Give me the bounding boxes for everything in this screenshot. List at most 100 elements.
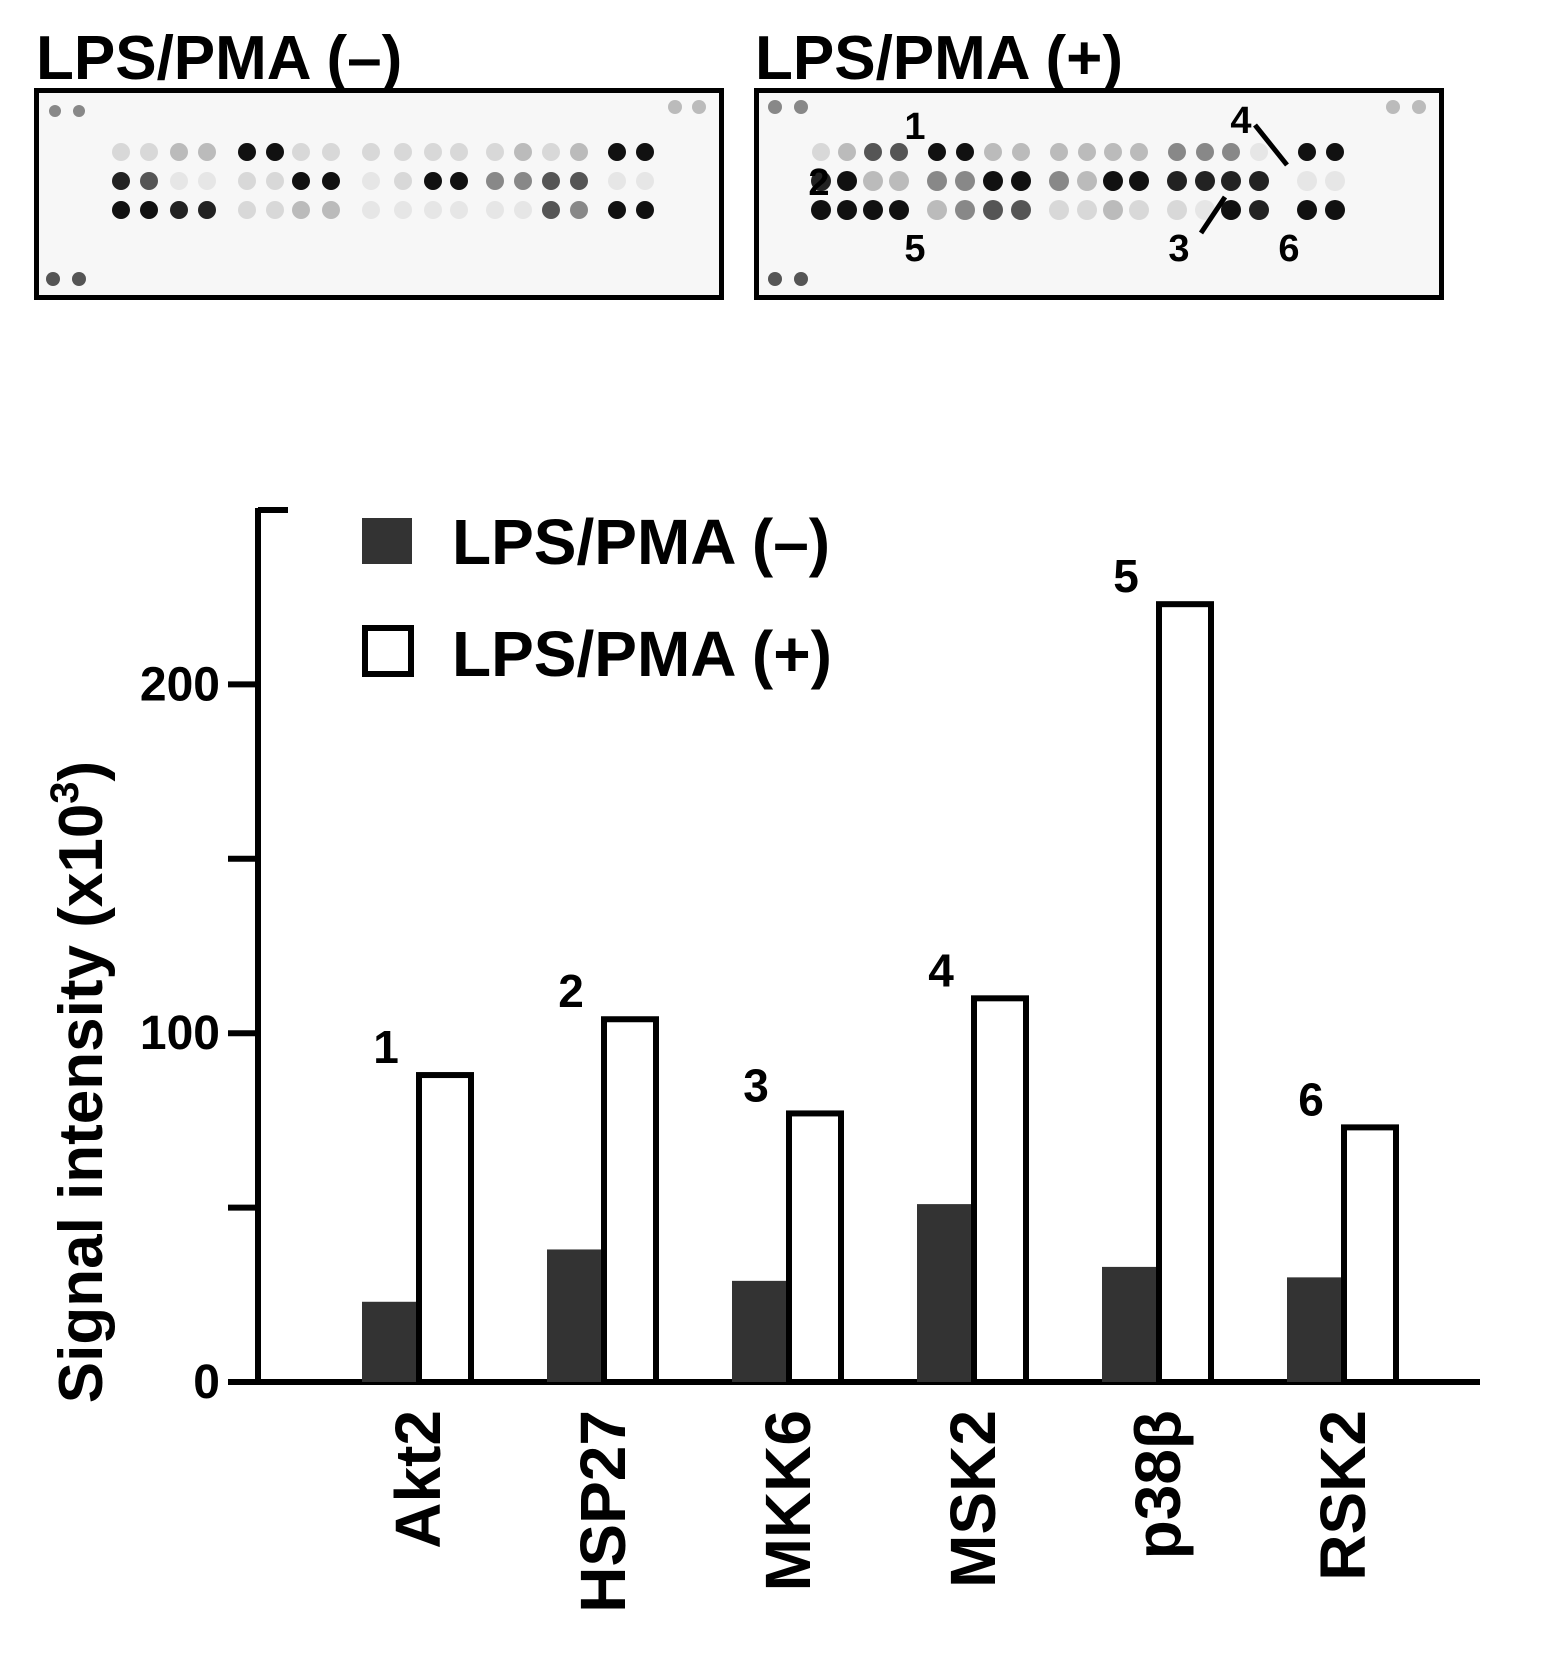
blot-dots-right: 1 2 3 4 5 6 bbox=[768, 100, 1426, 286]
blot-spot bbox=[1077, 171, 1097, 191]
blot-spot bbox=[1297, 171, 1317, 191]
blot-spot bbox=[362, 143, 380, 161]
blot-spot bbox=[198, 201, 216, 219]
blot-spot bbox=[49, 105, 61, 117]
blot-spot bbox=[928, 143, 946, 161]
blot-spot bbox=[424, 201, 442, 219]
blot-spot bbox=[140, 172, 158, 190]
bar-lps-pma-minus bbox=[732, 1280, 786, 1382]
blot-spot bbox=[984, 143, 1002, 161]
blot-spot bbox=[1103, 171, 1123, 191]
blot-spot bbox=[1167, 200, 1187, 220]
x-category-label: MKK6 bbox=[752, 1410, 824, 1591]
blot-spot bbox=[266, 172, 284, 190]
blot-spot bbox=[140, 143, 158, 161]
blot-title-right: LPS/PMA (+) bbox=[755, 24, 1124, 93]
blot-spot bbox=[450, 172, 468, 190]
x-category-label: RSK2 bbox=[1307, 1410, 1379, 1581]
y-axis-label: Signal intensity (x103) bbox=[43, 761, 116, 1403]
blot-spot bbox=[238, 143, 256, 161]
blot-spot bbox=[608, 201, 626, 219]
bar-number-label: 6 bbox=[1298, 1073, 1324, 1125]
blot-spot bbox=[266, 143, 284, 161]
blot-spot bbox=[112, 172, 130, 190]
blot-spot bbox=[636, 201, 654, 219]
blot-spot bbox=[1103, 200, 1123, 220]
blot-spot bbox=[1196, 143, 1214, 161]
blot-spot bbox=[668, 100, 682, 114]
blot-spot bbox=[292, 201, 310, 219]
blot-spot bbox=[570, 201, 588, 219]
blot-spot bbox=[927, 200, 947, 220]
bar-lps-pma-plus bbox=[1341, 1124, 1399, 1385]
legend-swatch-minus bbox=[362, 518, 412, 564]
blot-spot bbox=[198, 172, 216, 190]
blot-spot bbox=[112, 201, 130, 219]
bar-lps-pma-minus bbox=[1287, 1277, 1341, 1382]
blot-spot-label: 1 bbox=[904, 106, 925, 148]
blot-image-left bbox=[34, 88, 724, 300]
blot-spot bbox=[1168, 143, 1186, 161]
blot-spot bbox=[955, 200, 975, 220]
blot-spot bbox=[140, 201, 158, 219]
blot-spot bbox=[362, 172, 380, 190]
blot-spot bbox=[863, 200, 883, 220]
blot-dots-left bbox=[46, 100, 706, 286]
blot-spot bbox=[266, 201, 284, 219]
blot-spot bbox=[811, 200, 831, 220]
y-tick-label: 0 bbox=[193, 1356, 220, 1409]
blot-spot bbox=[608, 143, 626, 161]
blot-spot bbox=[956, 143, 974, 161]
blot-spot bbox=[1325, 171, 1345, 191]
blot-spot bbox=[889, 171, 909, 191]
blot-spot bbox=[542, 201, 560, 219]
blot-spot bbox=[1298, 143, 1316, 161]
bar-chart: 0 100 200 Signal intensity (x103) 1 Akt2 2 HSP2… bbox=[43, 506, 1480, 1613]
blot-spot bbox=[514, 143, 532, 161]
x-category-label: MSK2 bbox=[937, 1410, 1009, 1588]
blot-spot bbox=[1386, 100, 1400, 114]
blot-spot-label: 6 bbox=[1278, 228, 1299, 270]
blot-spot bbox=[1129, 171, 1149, 191]
bar-lps-pma-minus bbox=[917, 1204, 971, 1382]
blot-spot bbox=[170, 172, 188, 190]
y-tick-label: 200 bbox=[140, 658, 220, 711]
blot-spot bbox=[608, 172, 626, 190]
blot-spot bbox=[1195, 171, 1215, 191]
blot-spot bbox=[542, 143, 560, 161]
bar-lps-pma-minus bbox=[547, 1249, 601, 1382]
blot-spot-label: 4 bbox=[1230, 100, 1251, 142]
blot-spot bbox=[1012, 143, 1030, 161]
blot-spot bbox=[292, 143, 310, 161]
blot-spot bbox=[1078, 143, 1096, 161]
bar-lps-pma-plus bbox=[1156, 601, 1214, 1385]
blot-spot bbox=[46, 272, 60, 286]
bar-number-label: 2 bbox=[558, 965, 584, 1017]
blot-spot bbox=[1011, 171, 1031, 191]
blot-spot bbox=[394, 172, 412, 190]
blot-spot bbox=[450, 143, 468, 161]
blot-spot bbox=[322, 143, 340, 161]
blot-spot bbox=[768, 272, 782, 286]
blot-spot bbox=[983, 200, 1003, 220]
blot-spot bbox=[1049, 171, 1069, 191]
blot-spot bbox=[394, 201, 412, 219]
blot-spot bbox=[811, 171, 831, 191]
blot-spot bbox=[322, 201, 340, 219]
bar-number-label: 1 bbox=[373, 1021, 399, 1073]
blot-spot bbox=[812, 143, 830, 161]
blot-spot bbox=[768, 100, 782, 114]
blot-spot bbox=[863, 171, 883, 191]
x-category-label: HSP27 bbox=[567, 1410, 639, 1613]
bar-lps-pma-minus bbox=[362, 1301, 416, 1382]
blot-spot bbox=[983, 171, 1003, 191]
blot-spot bbox=[514, 172, 532, 190]
blot-spot bbox=[1222, 143, 1240, 161]
blot-spot bbox=[514, 201, 532, 219]
blot-spot bbox=[1221, 200, 1241, 220]
blot-spot bbox=[889, 200, 909, 220]
blot-spot bbox=[1325, 200, 1345, 220]
blot-spot bbox=[1167, 171, 1187, 191]
blot-pointer-line bbox=[1198, 195, 1228, 235]
blot-title-left: LPS/PMA (–) bbox=[36, 24, 403, 93]
